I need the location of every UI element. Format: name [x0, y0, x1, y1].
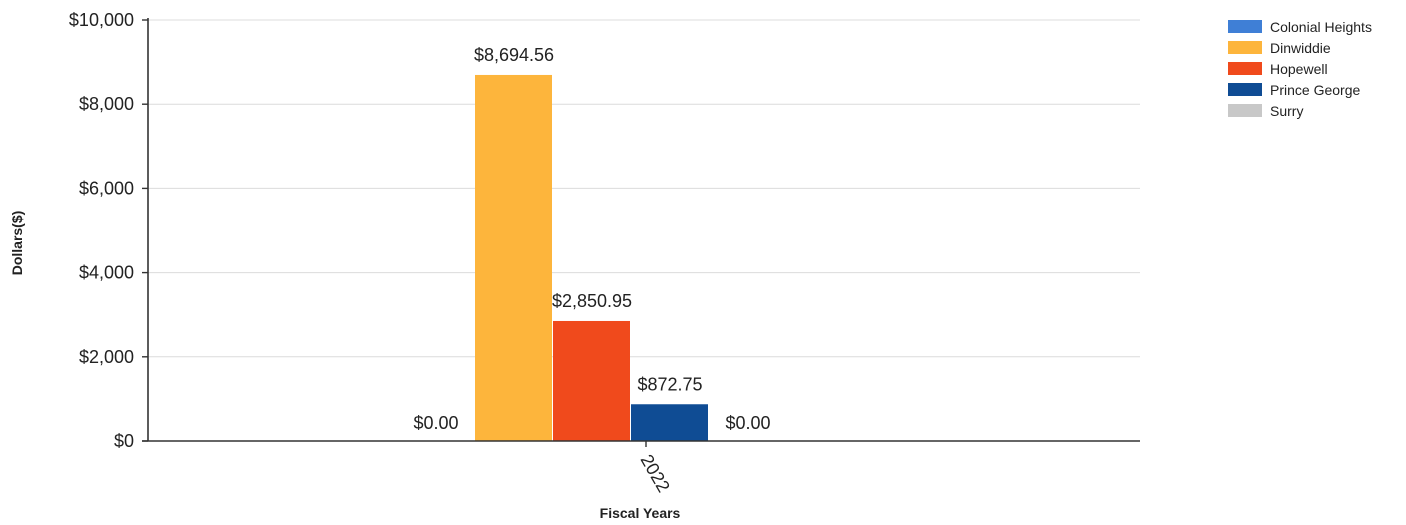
data-label-surry: $0.00	[725, 413, 770, 433]
data-label-hopewell: $2,850.95	[552, 291, 632, 311]
legend-label: Dinwiddie	[1270, 40, 1331, 56]
bar-hopewell	[553, 320, 630, 441]
y-axis-title: Dollars($)	[9, 211, 25, 276]
bar-prince-george	[631, 404, 708, 441]
gridlines	[148, 19, 1140, 358]
data-labels: $0.00 $8,694.56 $2,850.95 $872.75 $0.00	[413, 45, 770, 433]
legend-swatch	[1228, 104, 1262, 117]
legend-swatch	[1228, 83, 1262, 96]
legend-label: Prince George	[1270, 82, 1360, 98]
x-tick-labels: 2022	[637, 441, 674, 496]
y-tick-label: $10,000	[69, 10, 134, 30]
legend-label: Hopewell	[1270, 61, 1328, 77]
legend-swatch	[1228, 41, 1262, 54]
y-tick-label: $0	[114, 431, 134, 451]
x-axis-title: Fiscal Years	[600, 505, 681, 521]
data-label-colonial-heights: $0.00	[413, 413, 458, 433]
y-tick-label: $8,000	[79, 94, 134, 114]
legend-swatch	[1228, 62, 1262, 75]
axes	[142, 18, 1140, 442]
data-label-prince-george: $872.75	[637, 374, 702, 394]
legend: Colonial Heights Dinwiddie Hopewell Prince …	[1228, 19, 1372, 119]
y-tick-label: $4,000	[79, 263, 134, 283]
x-tick-label: 2022	[637, 451, 674, 496]
y-tick-label: $6,000	[79, 178, 134, 198]
legend-label: Surry	[1270, 103, 1303, 119]
y-tick-labels: $0 $2,000 $4,000 $6,000 $8,000 $10,000	[69, 10, 148, 451]
y-tick-label: $2,000	[79, 347, 134, 367]
bar-dinwiddie	[475, 74, 552, 442]
legend-swatch	[1228, 20, 1262, 33]
bars	[475, 74, 708, 442]
legend-label: Colonial Heights	[1270, 19, 1372, 35]
data-label-dinwiddie: $8,694.56	[474, 45, 554, 65]
